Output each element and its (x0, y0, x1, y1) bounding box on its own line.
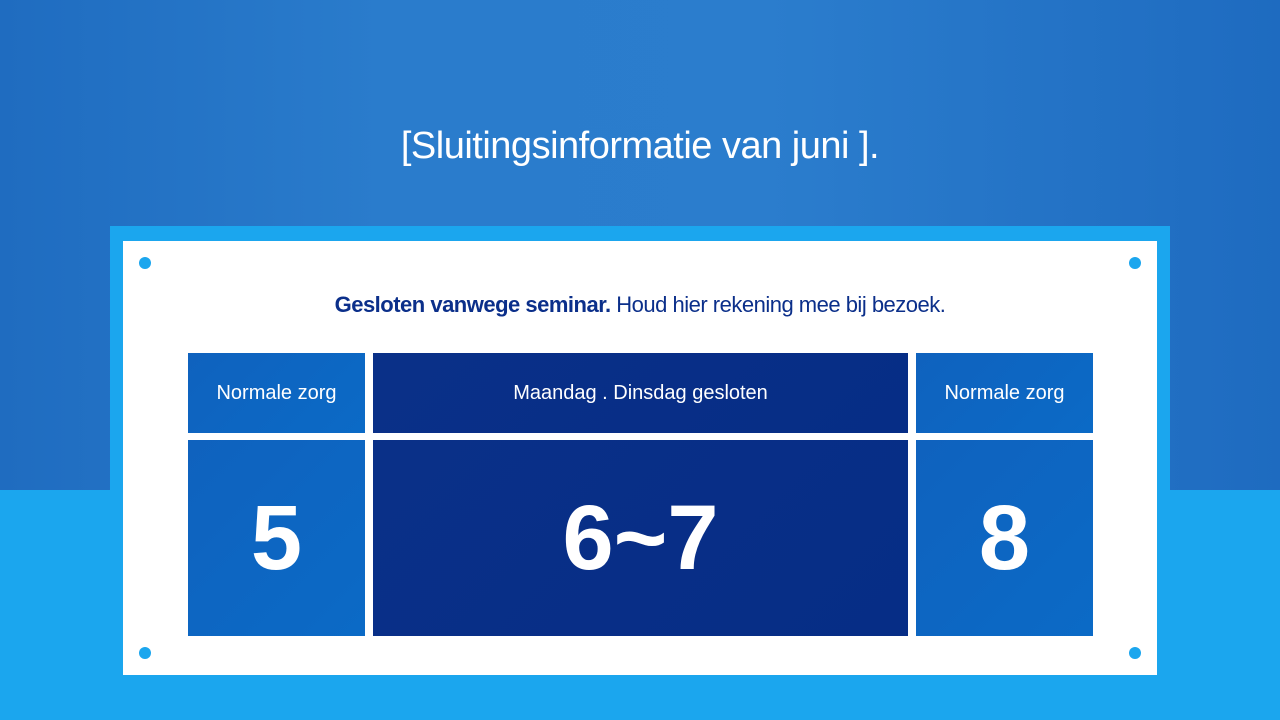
notice-text: Gesloten vanwege seminar. Houd hier reke… (123, 292, 1157, 318)
corner-dot (1129, 647, 1141, 659)
notice-bold: Gesloten vanwege seminar. (334, 292, 612, 317)
corner-dot (139, 647, 151, 659)
notice-rest: Houd hier rekening mee bij bezoek. (610, 292, 946, 317)
corner-dot (1129, 257, 1141, 269)
header-cell-closed: Maandag . Dinsdag gesloten (373, 353, 908, 433)
corner-dot (139, 257, 151, 269)
page-title: [Sluitingsinformatie van juni ]. (400, 125, 880, 167)
day-cell-closed: 6~7 (373, 440, 908, 636)
header-cell-open: Normale zorg (916, 353, 1093, 433)
header-cell-open: Normale zorg (188, 353, 365, 433)
day-cell: 8 (916, 440, 1093, 636)
day-cell: 5 (188, 440, 365, 636)
